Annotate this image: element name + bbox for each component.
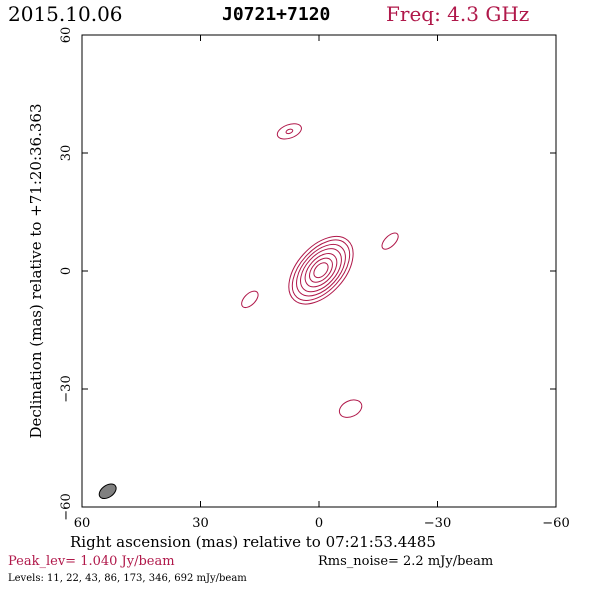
source-name: J0721+7120 [222, 4, 331, 25]
x-tick-labels: 60 30 0 −30 −60 [74, 516, 570, 531]
core-contour [296, 243, 346, 297]
core-contour [288, 235, 354, 305]
component-contour [285, 128, 294, 135]
core-contour [313, 262, 329, 279]
peak-level: Peak_lev= 1.040 Jy/beam [8, 554, 175, 569]
frequency-label: Freq: 4.3 GHz [386, 2, 530, 26]
x-tick-label: 30 [192, 516, 209, 531]
component-contour [241, 290, 259, 309]
y-axis-label: Declination (mas) relative to +71:20:36.… [27, 103, 45, 438]
plot-frame [81, 34, 557, 508]
contour-lines [241, 123, 399, 418]
component-contour [381, 232, 399, 250]
restoring-beam [98, 483, 117, 500]
rms-noise: Rms_noise= 2.2 mJy/beam [318, 554, 494, 569]
axis-ticks [81, 34, 557, 508]
y-tick-label: −30 [59, 375, 74, 402]
x-tick-label: −60 [542, 516, 569, 531]
y-tick-label: 0 [59, 267, 74, 275]
core-contour [291, 239, 351, 301]
x-tick-label: 0 [315, 516, 323, 531]
y-tick-label: 30 [59, 145, 74, 162]
core-contour [309, 257, 333, 283]
x-axis-label: Right ascension (mas) relative to 07:21:… [70, 533, 436, 551]
core-contour [300, 248, 342, 293]
component-contour [276, 123, 302, 140]
component-contour [338, 399, 363, 418]
beam-ellipse [98, 483, 117, 500]
y-tick-labels: −60 −30 0 30 60 [59, 27, 74, 521]
observation-date: 2015.10.06 [8, 2, 123, 26]
core-contour [304, 253, 338, 288]
contour-levels: Levels: 11, 22, 43, 86, 173, 346, 692 mJ… [8, 573, 247, 584]
x-tick-label: −30 [424, 516, 451, 531]
y-tick-label: 60 [59, 27, 74, 44]
x-tick-label: 60 [74, 516, 91, 531]
y-tick-label: −60 [59, 493, 74, 520]
